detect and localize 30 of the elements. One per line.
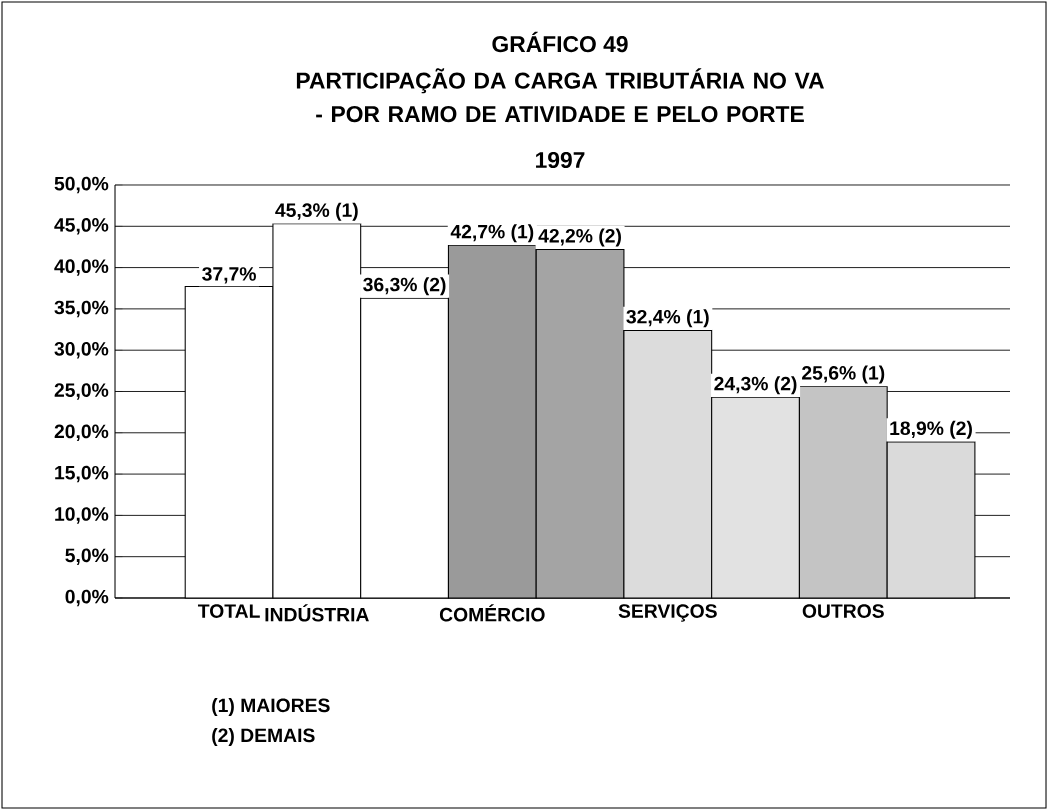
y-tick-label: 35,0% <box>54 300 109 318</box>
data-label: 42,2% (2) <box>538 228 621 247</box>
data-label: 37,7% <box>202 267 256 284</box>
y-tick-label: 30,0% <box>54 341 109 359</box>
data-label: 18,9% (2) <box>890 420 972 439</box>
y-tick-label: 25,0% <box>54 383 109 400</box>
text: GRÁFICO 49 <box>492 31 628 53</box>
data-label: 32,4% (1) <box>626 309 709 328</box>
y-tick-label: 50,0% <box>54 176 109 194</box>
chart-title: PARTICIPAÇÃO DA CARGA TRIBUTÁRIA NO VA - POR RAMO DE ATIVIDADE E PELO PORTE <box>296 68 824 123</box>
x-tick-label: TOTAL <box>197 604 260 618</box>
x-tick-label: INDÚSTRIA <box>265 604 369 622</box>
y-tick-label: 45,0% <box>54 218 109 235</box>
y-tick-label: 40,0% <box>54 259 109 276</box>
chart-subtitle: 1997 <box>536 151 585 169</box>
y-tick-label: 15,0% <box>55 465 109 483</box>
data-label: 25,6% (1) <box>802 365 885 384</box>
data-label: 36,3% (2) <box>363 277 446 296</box>
y-tick-label: 20,0% <box>54 424 109 442</box>
data-label: 24,3% (2) <box>714 376 797 395</box>
x-tick-label: OUTROS <box>802 604 884 618</box>
text: (1) MAIORES <box>212 697 330 716</box>
y-tick-label: 5,0% <box>65 548 109 565</box>
y-tick-label: 0,0% <box>65 589 109 607</box>
text: (2) DEMAIS <box>212 727 315 746</box>
x-tick-label: SERVIÇOS <box>618 604 717 622</box>
x-tick-label: COMÉRCIO <box>439 604 545 622</box>
data-label: 42,7% (1) <box>450 224 534 243</box>
y-tick-label: 10,0% <box>55 507 109 524</box>
data-label: 45,3% (1) <box>275 202 358 221</box>
